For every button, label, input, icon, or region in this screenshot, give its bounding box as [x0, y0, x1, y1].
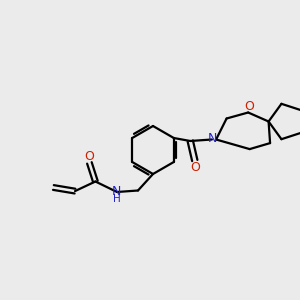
Text: H: H: [113, 194, 121, 204]
Text: N: N: [208, 132, 217, 146]
Text: N: N: [112, 184, 122, 198]
Text: O: O: [84, 150, 94, 163]
Text: O: O: [244, 100, 254, 113]
Text: O: O: [190, 160, 200, 174]
